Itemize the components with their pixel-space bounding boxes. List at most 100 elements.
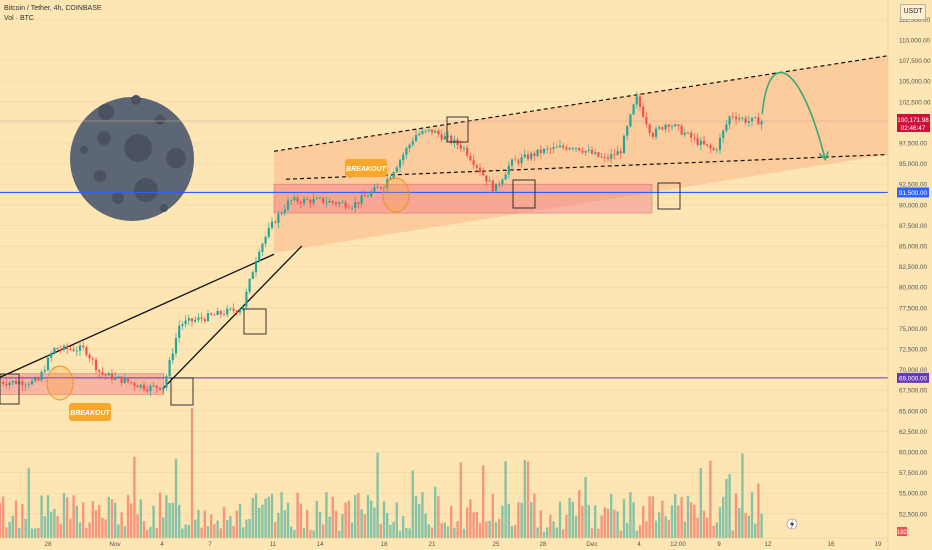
volume-bar — [587, 504, 590, 538]
breakout-circle-2 — [382, 177, 410, 213]
volume-bar — [760, 513, 763, 538]
volume-bar — [466, 507, 469, 538]
volume-bar — [405, 528, 408, 538]
candle-body — [88, 354, 91, 359]
volume-bar — [11, 515, 14, 538]
volume-bar — [408, 528, 411, 538]
candle-body — [712, 148, 715, 151]
y-tick-label: 67,500.00 — [899, 388, 928, 395]
volume-bar — [562, 529, 565, 538]
volume-bar — [376, 452, 379, 538]
candle-body — [443, 136, 446, 140]
volume-bar — [702, 510, 706, 538]
candle-body — [635, 96, 638, 105]
moon-crater — [166, 148, 186, 168]
candle-body — [155, 385, 158, 388]
y-tick-label: 97,500.00 — [899, 141, 928, 148]
y-tick-label: 60,000.00 — [899, 450, 928, 457]
candle-body — [536, 149, 539, 156]
candle-body — [597, 152, 600, 157]
volume-bar — [117, 524, 120, 538]
volume-bar — [424, 513, 427, 538]
candle-body — [370, 191, 373, 197]
candle-body — [466, 147, 469, 156]
candle-body — [322, 197, 325, 203]
volume-bar — [475, 512, 478, 538]
volume-bar — [546, 527, 549, 538]
y-tick-label: 112,500.00 — [899, 17, 931, 24]
candle-body — [651, 132, 654, 137]
volume-bar — [155, 527, 158, 538]
volume-bar — [443, 522, 446, 538]
currency-button[interactable]: USDT — [900, 4, 926, 20]
y-tick-label: 85,000.00 — [899, 244, 928, 251]
y-tick-label: 55,000.00 — [899, 491, 928, 498]
volume-bar — [165, 495, 168, 538]
volume-bar — [581, 505, 584, 538]
volume-bar — [712, 525, 715, 538]
volume-bar — [462, 528, 466, 538]
candle-body — [453, 139, 456, 143]
x-tick-label: Dec — [586, 541, 597, 548]
candle-body — [11, 380, 14, 383]
candle-body — [318, 197, 322, 199]
volume-bar — [130, 503, 133, 538]
candle-body — [638, 96, 642, 107]
candle-body — [334, 202, 338, 205]
volume-bar — [722, 496, 725, 538]
candle-body — [309, 199, 312, 204]
candle-body — [504, 174, 507, 180]
highlight-box — [657, 182, 681, 210]
volume-bar — [440, 523, 443, 538]
candle-body — [264, 236, 267, 244]
volume-bar — [5, 527, 8, 538]
volume-bar — [37, 527, 40, 538]
volume-bar — [565, 514, 568, 538]
volume-bar — [222, 507, 226, 538]
volume-bar — [741, 453, 744, 538]
volume-bar — [510, 526, 514, 538]
candle-body — [197, 317, 200, 320]
candle-body — [565, 147, 568, 150]
volume-bar — [110, 499, 114, 538]
volume-bar — [136, 514, 139, 538]
volume-bar — [373, 507, 376, 538]
volume-bar — [184, 524, 187, 538]
candle-body — [725, 124, 728, 131]
volume-bar — [174, 458, 178, 538]
volume-bar — [667, 519, 670, 538]
candle-body — [360, 195, 363, 204]
volume-bar — [331, 496, 334, 538]
y-tick-label: 70,000.00 — [899, 367, 928, 374]
volume-bar — [258, 507, 261, 538]
volume-bar — [302, 527, 306, 538]
volume-bar — [149, 526, 152, 538]
volume-bar — [478, 523, 482, 538]
candle-body — [686, 132, 690, 134]
volume-bar — [629, 492, 632, 538]
candle-body — [747, 121, 750, 123]
volume-bar — [50, 511, 53, 538]
candle-body — [69, 349, 72, 350]
candle-body — [114, 376, 117, 380]
candle-body — [696, 137, 699, 145]
volume-bar — [98, 505, 101, 538]
volume-bar — [40, 495, 43, 538]
volume-bar — [411, 470, 414, 538]
candle-body — [94, 359, 98, 370]
volume-bar — [664, 516, 667, 538]
candle-body — [344, 202, 347, 208]
moon-illustration — [70, 95, 194, 221]
candle-body — [85, 347, 88, 355]
volume-bar — [635, 530, 638, 538]
volume-bar — [382, 501, 386, 538]
volume-bar — [181, 528, 184, 538]
volume-bar — [533, 493, 536, 538]
volume-line: Vol · BTC — [4, 15, 34, 22]
volume-bar — [574, 515, 578, 538]
price-tag — [897, 113, 930, 132]
candle-body — [699, 140, 702, 145]
candle-body — [203, 318, 206, 322]
candle-body — [418, 133, 421, 135]
